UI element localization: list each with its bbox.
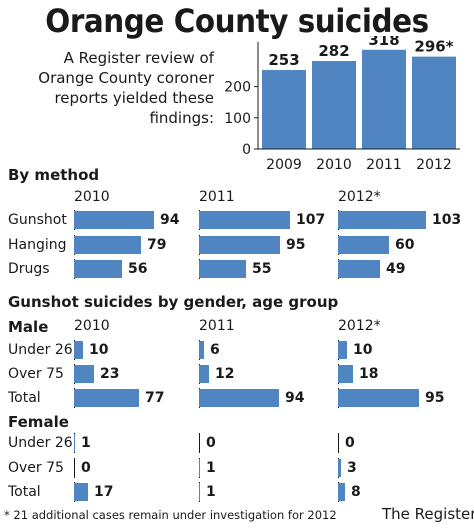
bar [199, 236, 280, 254]
column-axis [199, 433, 200, 453]
value-label: 0 [206, 435, 216, 451]
value-label: 1 [81, 435, 91, 451]
value-label: 1 [206, 484, 216, 500]
bar [74, 365, 94, 383]
bar [199, 341, 204, 359]
bar [338, 236, 389, 254]
bar [338, 389, 419, 407]
section-title: By method [8, 166, 100, 184]
chart-title: Orange County suicides [45, 2, 429, 40]
value-label: 6 [210, 342, 220, 358]
footnote: * 21 additional cases remain under inves… [4, 508, 337, 522]
bar [74, 236, 141, 254]
value-label: 10 [353, 342, 373, 358]
bar [199, 483, 200, 501]
column-year: 2011 [199, 189, 235, 205]
value-label: 0 [81, 460, 91, 476]
column-year: 2011 [199, 318, 235, 334]
bar [338, 365, 353, 383]
row-label: Hanging [8, 237, 67, 253]
x-tick-label: 2012 [416, 157, 452, 173]
group-title: Male [8, 318, 49, 336]
row-label: Under 26 [8, 342, 73, 358]
bar [199, 211, 290, 229]
x-tick-label: 2009 [266, 157, 302, 173]
value-label: 8 [351, 484, 361, 500]
bar [338, 459, 341, 477]
row-label: Drugs [8, 261, 50, 277]
value-label: 282 [318, 42, 349, 60]
column-year: 2012* [338, 318, 381, 334]
bar [199, 365, 209, 383]
column-year: 2012* [338, 189, 381, 205]
bar-2010 [312, 60, 356, 149]
section-title: Gunshot suicides by gender, age group [8, 293, 339, 311]
value-label: 1 [206, 460, 216, 476]
bar [338, 341, 347, 359]
column-year: 2010 [74, 318, 110, 334]
bar [199, 260, 246, 278]
column-axis [74, 458, 75, 478]
bar [74, 483, 88, 501]
value-label: 103 [432, 212, 462, 228]
value-label: 10 [89, 342, 109, 358]
value-label: 12 [215, 366, 235, 382]
value-label: 296* [414, 38, 453, 56]
value-label: 107 [296, 212, 326, 228]
value-label: 95 [286, 237, 306, 253]
y-tick-label: 100 [224, 111, 251, 127]
bar [74, 341, 83, 359]
bar-2011 [362, 49, 406, 149]
row-label: Under 26 [8, 435, 73, 451]
row-label: Over 75 [8, 366, 64, 382]
bar-2012 [412, 56, 456, 149]
group-title: Female [8, 413, 69, 431]
value-label: 95 [425, 390, 445, 406]
row-label: Gunshot [8, 212, 67, 228]
intro-text: A Register review of Orange County coron… [38, 49, 214, 127]
value-label: 49 [386, 261, 406, 277]
value-label: 318 [368, 36, 399, 49]
value-label: 253 [268, 51, 299, 69]
value-label: 56 [128, 261, 148, 277]
column-year: 2010 [74, 189, 110, 205]
annual-bar-chart: 0 100 200 253 2009 282 2010 318 2011 296* 2012 [224, 36, 460, 173]
bar [199, 389, 279, 407]
bar [338, 483, 345, 501]
value-label: 60 [395, 237, 415, 253]
value-label: 79 [147, 237, 167, 253]
value-label: 18 [359, 366, 379, 382]
y-tick-label: 200 [224, 80, 251, 96]
value-label: 94 [160, 212, 180, 228]
credit: The Register [382, 505, 474, 523]
value-label: 55 [252, 261, 272, 277]
x-tick-label: 2011 [366, 157, 402, 173]
value-label: 3 [347, 460, 357, 476]
y-tick-label: 0 [242, 142, 251, 158]
bar [338, 260, 380, 278]
bar-2009 [262, 70, 306, 149]
row-label: Total [8, 390, 41, 406]
row-label: Total [8, 484, 41, 500]
value-label: 94 [285, 390, 305, 406]
bar [338, 211, 426, 229]
x-tick-label: 2010 [316, 157, 352, 173]
bar [74, 389, 139, 407]
value-label: 77 [145, 390, 165, 406]
bar [199, 459, 200, 477]
row-label: Over 75 [8, 460, 64, 476]
bar [74, 434, 75, 452]
bar [74, 211, 154, 229]
value-label: 23 [100, 366, 120, 382]
value-label: 0 [345, 435, 355, 451]
column-axis [338, 433, 339, 453]
bar [74, 260, 122, 278]
value-label: 17 [94, 484, 114, 500]
